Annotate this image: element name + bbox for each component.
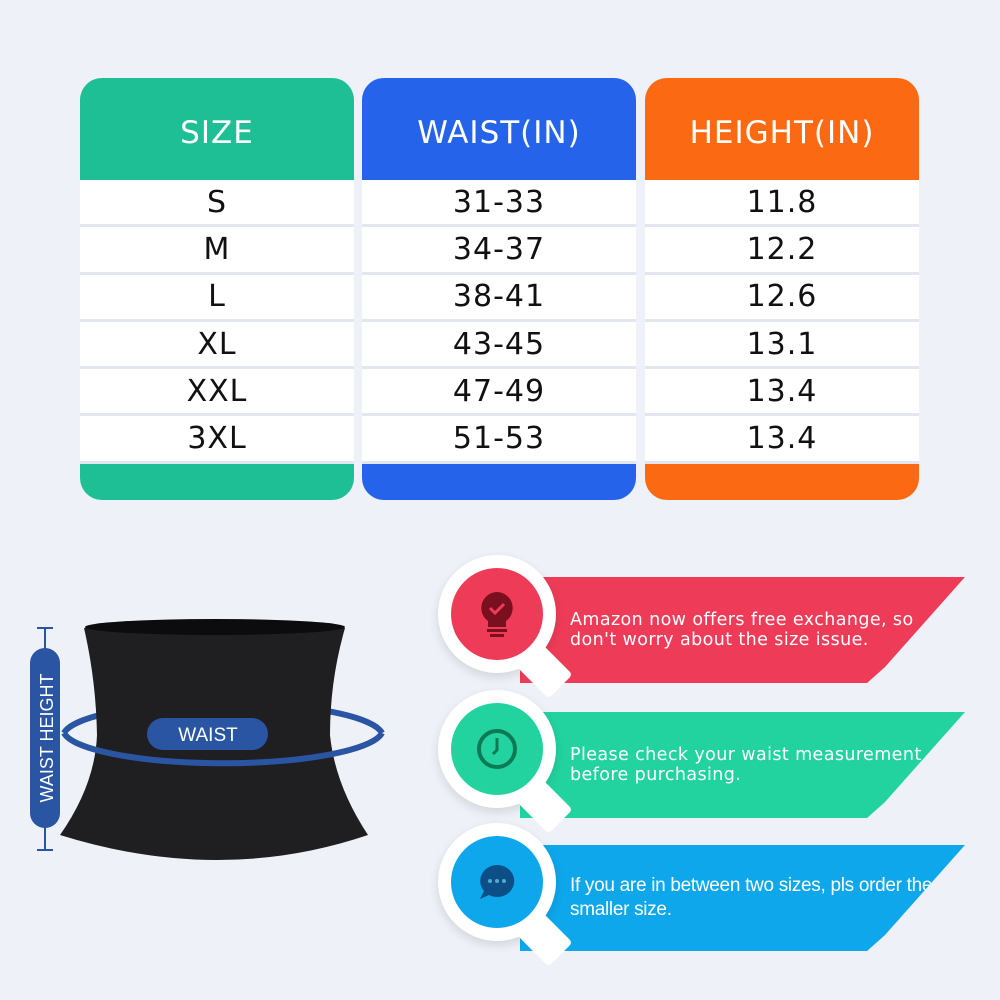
table-cell: 12.2 (645, 227, 919, 275)
table-cell: 43-45 (362, 321, 636, 370)
tip-icon-badge (438, 690, 573, 834)
tip-text: Amazon now offers free exchange, so don'… (570, 610, 914, 650)
table-cell: 3XL (80, 416, 354, 464)
chat-bubble-icon (451, 836, 543, 928)
height-label-pill (30, 648, 60, 828)
column-header: HEIGHT(IN) (689, 115, 875, 151)
tip-icon-badge (438, 555, 573, 699)
tip-icon-badge (438, 823, 573, 967)
table-cell: 38-41 (362, 274, 636, 322)
belt-opening (85, 619, 345, 635)
tip-banner: If you are in between two sizes, pls ord… (520, 845, 965, 951)
tip-text: Please check your waist measurement befo… (570, 745, 922, 785)
tip-banner: Please check your waist measurement befo… (520, 712, 965, 818)
table-cell: 31-33 (362, 180, 636, 228)
column-size: SIZE S M L XL XXL 3XL (80, 78, 354, 500)
column-heightin: HEIGHT(IN) 11.8 12.2 12.6 13.1 13.4 13.4 (645, 78, 919, 500)
column-waistin: WAIST(IN) 31-33 34-37 38-41 43-45 47-49 51-53 (362, 78, 636, 500)
waist-trainer-diagram: WAIST WAIST HEIGHT (30, 619, 385, 860)
lightbulb-check-icon (451, 568, 543, 660)
tip-banner: Amazon now offers free exchange, so don'… (520, 577, 965, 683)
table-cell: L (80, 274, 354, 322)
table-cell: 12.6 (645, 274, 919, 322)
column-header: WAIST(IN) (417, 115, 581, 151)
table-cell: 13.4 (645, 369, 919, 417)
table-cell: 13.1 (645, 321, 919, 370)
waist-height-label: WAIST HEIGHT (37, 673, 57, 802)
table-cell: XL (80, 321, 354, 370)
waist-label: WAIST (178, 725, 238, 746)
table-cell: XXL (80, 369, 354, 417)
belt-front-ring (61, 731, 385, 767)
table-cell: M (80, 227, 354, 275)
column-header: SIZE (180, 115, 254, 151)
clock-icon (451, 703, 543, 795)
table-cell: 11.8 (645, 180, 919, 228)
table-cell: S (80, 180, 354, 228)
table-cell: 13.4 (645, 416, 919, 464)
table-cell: 47-49 (362, 369, 636, 417)
waist-label-pill (147, 718, 268, 750)
table-cell: 51-53 (362, 416, 636, 464)
table-cell: 34-37 (362, 227, 636, 275)
tip-text: If you are in between two sizes, pls ord… (570, 875, 933, 920)
